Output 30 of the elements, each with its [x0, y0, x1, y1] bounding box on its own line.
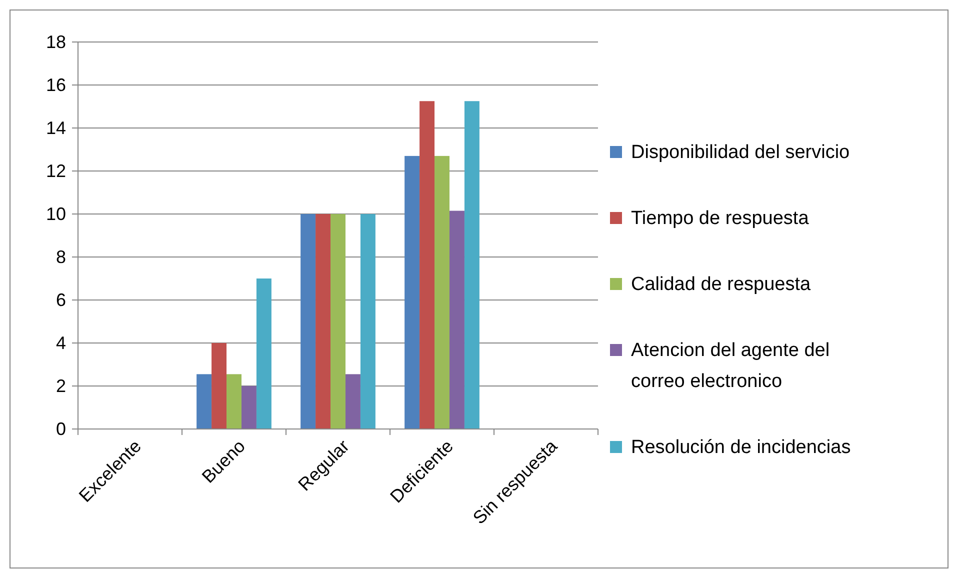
- y-tick-label: 0: [56, 419, 66, 439]
- bar: [420, 101, 435, 429]
- y-tick-label: 12: [46, 161, 66, 181]
- bar: [212, 343, 227, 429]
- bar: [360, 214, 376, 429]
- y-tick-label: 4: [56, 333, 66, 353]
- bar: [434, 156, 450, 429]
- bar: [316, 214, 331, 429]
- y-tick-label: 8: [56, 247, 66, 267]
- bar: [404, 156, 420, 429]
- bar: [449, 210, 464, 429]
- bar: [464, 101, 480, 429]
- y-tick-label: 18: [46, 32, 66, 52]
- bar: [241, 386, 256, 429]
- bar: [300, 214, 316, 429]
- legend-label: Tiempo de respuesta: [631, 208, 810, 228]
- legend-label: Resolución de incidencias: [631, 436, 851, 458]
- y-tick-label: 14: [46, 118, 66, 138]
- bar: [345, 374, 360, 429]
- y-tick-label: 16: [46, 75, 66, 95]
- y-tick-label: 10: [46, 204, 66, 224]
- legend-label: Atencion del agente del correo electronico: [631, 340, 830, 392]
- y-tick-label: 2: [56, 376, 66, 396]
- bar: [256, 278, 272, 429]
- bar: [196, 374, 212, 429]
- bar: [226, 374, 242, 429]
- bar: [330, 214, 346, 429]
- y-tick-label: 6: [56, 290, 66, 310]
- legend-label: Disponibilidad del servicio: [631, 142, 850, 162]
- legend-label: Calidad de respuesta: [631, 274, 811, 294]
